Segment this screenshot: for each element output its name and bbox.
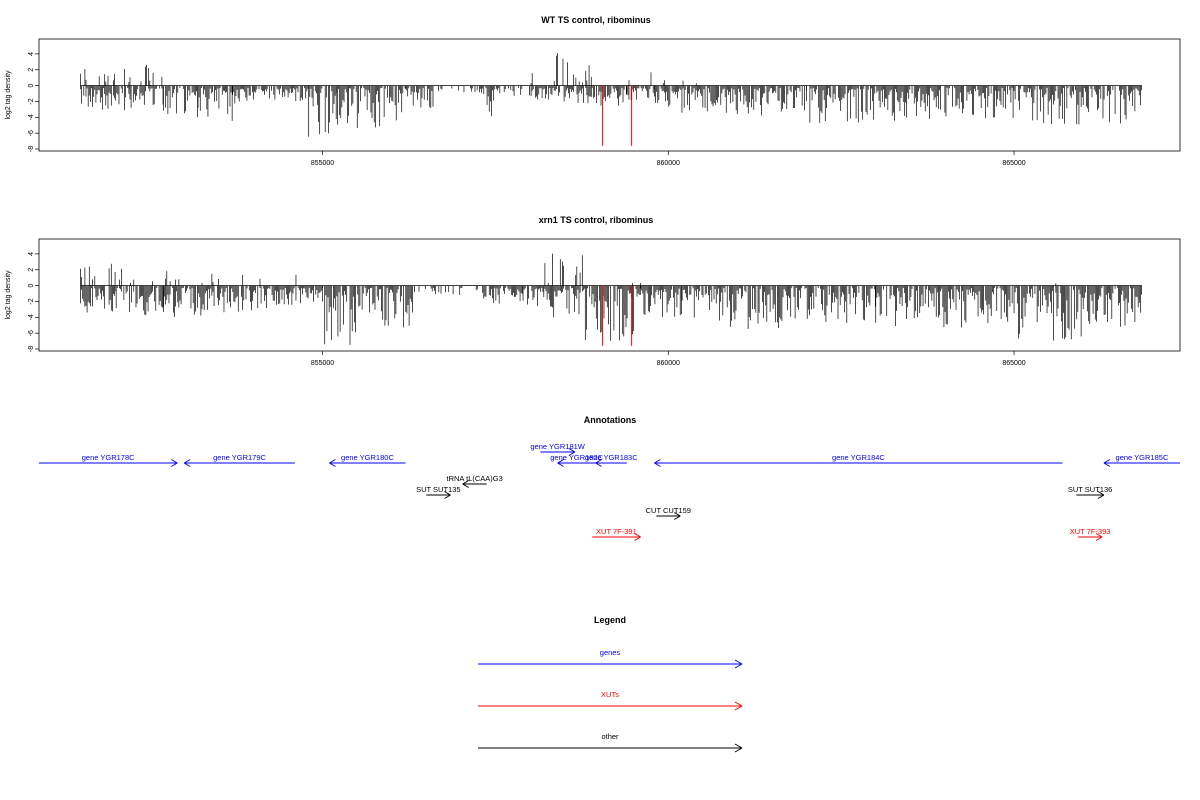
arrow-head bbox=[1103, 462, 1111, 467]
arrow-head bbox=[329, 462, 336, 467]
legend: Legend genes XUTs other bbox=[478, 615, 743, 753]
panel-wt-bars bbox=[80, 53, 1142, 146]
panel-wt-ylabel: log2 tag density bbox=[5, 70, 12, 120]
arrow-head bbox=[674, 515, 681, 520]
y-tick-label: 4 bbox=[28, 252, 35, 256]
legend-arrow-head bbox=[734, 663, 743, 669]
y-tick-label: 2 bbox=[28, 68, 35, 72]
legend-arrow-head bbox=[734, 705, 743, 711]
legend-entries: genes XUTs other bbox=[478, 648, 743, 753]
arrow-head bbox=[444, 494, 451, 499]
arrow-head bbox=[444, 491, 451, 496]
arrow-head bbox=[1095, 533, 1103, 538]
panel-xrn1-bars bbox=[80, 253, 1142, 346]
y-tick-label: 0 bbox=[28, 84, 35, 88]
x-tick-label: 860000 bbox=[657, 160, 680, 167]
feature-label: gene YGR180C bbox=[341, 453, 394, 462]
feature-label: SUT SUT135 bbox=[416, 485, 460, 494]
panel-wt-frame bbox=[38, 38, 1181, 152]
legend-arrow-head bbox=[734, 701, 743, 707]
y-tick-label: 4 bbox=[28, 52, 35, 56]
legend-title: Legend bbox=[594, 615, 626, 625]
y-tick-label: -8 bbox=[28, 346, 35, 352]
arrow-head bbox=[654, 462, 661, 467]
panel-xrn1-x-axis: 855000 860000 865000 bbox=[311, 351, 1026, 367]
legend-label: XUTs bbox=[601, 690, 619, 699]
x-tick-label: 855000 bbox=[311, 160, 334, 167]
panel-xrn1: xrn1 TS control, ribominus log2 tag dens… bbox=[5, 215, 1181, 367]
arrow-head bbox=[329, 459, 336, 464]
y-tick-label: 0 bbox=[28, 284, 35, 288]
annotation-features: gene YGR178C gene YGR179C gene YGR180C gene… bbox=[39, 442, 1180, 541]
arrow-head bbox=[183, 462, 191, 467]
legend-arrow-head bbox=[734, 659, 743, 665]
y-tick-label: -6 bbox=[28, 330, 35, 336]
arrow-head bbox=[634, 536, 641, 541]
arrow-head bbox=[1097, 494, 1105, 499]
panel-xrn1-y-axis: 4 2 0 -2 -4 -6 -8 bbox=[28, 252, 39, 352]
y-tick-label: -6 bbox=[28, 130, 35, 136]
arrow-head bbox=[557, 462, 564, 467]
panel-wt-x-axis: 855000 860000 865000 bbox=[311, 151, 1026, 167]
x-tick-label: 865000 bbox=[1002, 360, 1025, 367]
legend-arrow-head bbox=[734, 747, 743, 753]
y-tick-label: -8 bbox=[28, 146, 35, 152]
legend-label: other bbox=[601, 732, 619, 741]
arrow-head bbox=[183, 459, 191, 464]
panel-wt-y-axis: 4 2 0 -2 -4 -6 -8 bbox=[28, 52, 39, 152]
arrow-head bbox=[568, 451, 576, 456]
feature-label: gene YGR181W bbox=[530, 442, 585, 451]
arrow-head bbox=[1103, 459, 1111, 464]
legend-label: genes bbox=[600, 648, 621, 657]
x-tick-label: 860000 bbox=[657, 360, 680, 367]
panel-xrn1-title: xrn1 TS control, ribominus bbox=[539, 215, 654, 225]
feature-label: gene YGR179C bbox=[213, 453, 266, 462]
arrow-head bbox=[595, 462, 602, 467]
arrow-head bbox=[674, 512, 681, 517]
arrow-head bbox=[171, 459, 178, 464]
feature-label: gene YGR184C bbox=[832, 453, 885, 462]
y-tick-label: -2 bbox=[28, 98, 35, 104]
y-tick-label: -4 bbox=[28, 114, 35, 120]
arrow-head bbox=[557, 459, 564, 464]
panel-wt: WT TS control, ribominus log2 tag densit… bbox=[5, 15, 1181, 167]
arrow-head bbox=[462, 483, 469, 488]
feature-label: gene YGR182C bbox=[550, 453, 603, 462]
feature-label: gene YGR178C bbox=[82, 453, 135, 462]
y-tick-label: -4 bbox=[28, 314, 35, 320]
feature-label: XUT 7F-393 bbox=[1070, 527, 1111, 536]
feature-label: XUT 7F-391 bbox=[596, 527, 637, 536]
arrow-head bbox=[1097, 491, 1105, 496]
x-tick-label: 855000 bbox=[311, 360, 334, 367]
arrow-head bbox=[462, 480, 469, 485]
feature-label: CUT CUT159 bbox=[646, 506, 691, 515]
feature-label: gene YGR185C bbox=[1116, 453, 1169, 462]
panel-xrn1-ylabel: log2 tag density bbox=[5, 270, 12, 320]
arrow-head bbox=[171, 462, 178, 467]
y-tick-label: 2 bbox=[28, 268, 35, 272]
arrow-head bbox=[1095, 536, 1103, 541]
annotations-track: Annotations gene YGR178C gene YGR179C gene… bbox=[39, 415, 1180, 541]
legend-arrow-head bbox=[734, 743, 743, 749]
feature-label: SUT SUT136 bbox=[1068, 485, 1112, 494]
annotations-title: Annotations bbox=[584, 415, 637, 425]
arrow-head bbox=[634, 533, 641, 538]
arrow-head bbox=[654, 459, 661, 464]
arrow-head bbox=[595, 459, 602, 464]
y-tick-label: -2 bbox=[28, 298, 35, 304]
feature-label: tRNA tL(CAA)G3 bbox=[447, 474, 503, 483]
arrow-head bbox=[568, 448, 576, 453]
x-tick-label: 865000 bbox=[1002, 160, 1025, 167]
feature-label: gene YGR183C bbox=[585, 453, 638, 462]
panel-wt-title: WT TS control, ribominus bbox=[541, 15, 651, 25]
panel-xrn1-frame bbox=[38, 238, 1181, 352]
